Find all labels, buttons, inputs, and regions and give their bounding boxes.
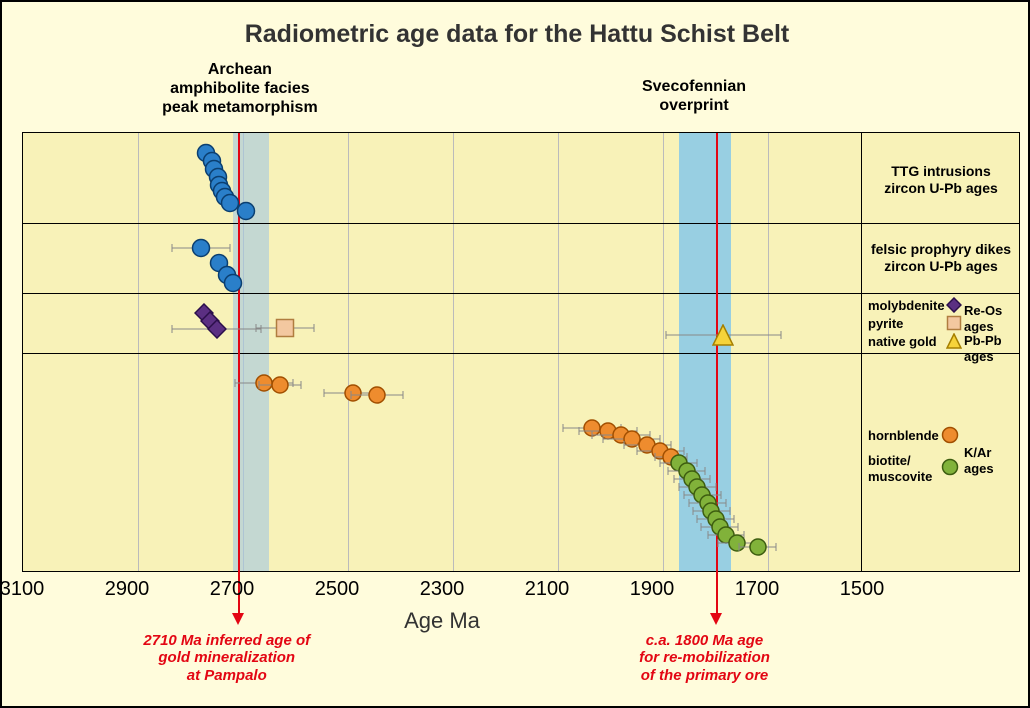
legend-marker <box>946 315 962 331</box>
datapoint-molybdenite <box>207 319 227 339</box>
x-tick: 2700 <box>210 578 255 601</box>
x-tick: 1700 <box>735 578 780 601</box>
legend-label: TTG intrusions zircon U-Pb ages <box>862 163 1020 197</box>
datapoint-hornblende <box>367 386 386 405</box>
legend-marker <box>941 458 959 476</box>
band-label-archean: Archean amphibolite facies peak metamorp… <box>162 60 318 118</box>
chart-title: Radiometric age data for the Hattu Schis… <box>2 20 1030 49</box>
x-tick: 2500 <box>315 578 360 601</box>
legend-label: Pb-Pb ages <box>964 333 1019 364</box>
legend-marker <box>941 426 959 444</box>
x-tick: 2300 <box>420 578 465 601</box>
legend-label: native gold <box>868 334 937 350</box>
band-label-sveco: Svecofennian overprint <box>642 77 746 115</box>
datapoint-native_gold <box>712 324 734 346</box>
datapoint-felsic_zircon <box>223 273 243 293</box>
plot-area: TTG intrusions zircon U-Pb ages felsic pr… <box>12 132 1020 572</box>
legend-label: biotite/ muscovite <box>868 453 932 484</box>
legend-marker <box>946 333 962 349</box>
legend-label: K/Ar ages <box>964 445 1019 476</box>
ref-caption-ref2710: 2710 Ma inferred age of gold mineralizat… <box>143 632 310 684</box>
x-tick: 2900 <box>105 578 150 601</box>
ref-caption-ref1800: c.a. 1800 Ma age for re-mobilization of … <box>639 632 770 684</box>
chart-container: Radiometric age data for the Hattu Schis… <box>0 0 1030 708</box>
x-tick: 1900 <box>630 578 675 601</box>
datapoint-felsic_zircon <box>191 238 211 258</box>
datapoint-biotite <box>748 538 767 557</box>
x-tick: 2100 <box>525 578 570 601</box>
x-tick: 1500 <box>840 578 885 601</box>
legend-label: Re-Os ages <box>964 303 1019 334</box>
datapoint-pyrite <box>275 318 295 338</box>
legend-marker <box>946 297 962 313</box>
x-axis-label: Age Ma <box>404 608 480 634</box>
legend-label: molybdenite <box>868 298 945 314</box>
datapoint-hornblende <box>270 376 289 395</box>
datapoint-ttg_zircon <box>236 201 256 221</box>
legend-label: felsic prophyry dikes zircon U-Pb ages <box>862 241 1020 275</box>
datapoint-biotite <box>727 534 746 553</box>
x-tick: 3100 <box>0 578 44 601</box>
datapoint-hornblende <box>344 384 363 403</box>
legend-label: hornblende <box>868 428 939 444</box>
legend-label: pyrite <box>868 316 903 332</box>
